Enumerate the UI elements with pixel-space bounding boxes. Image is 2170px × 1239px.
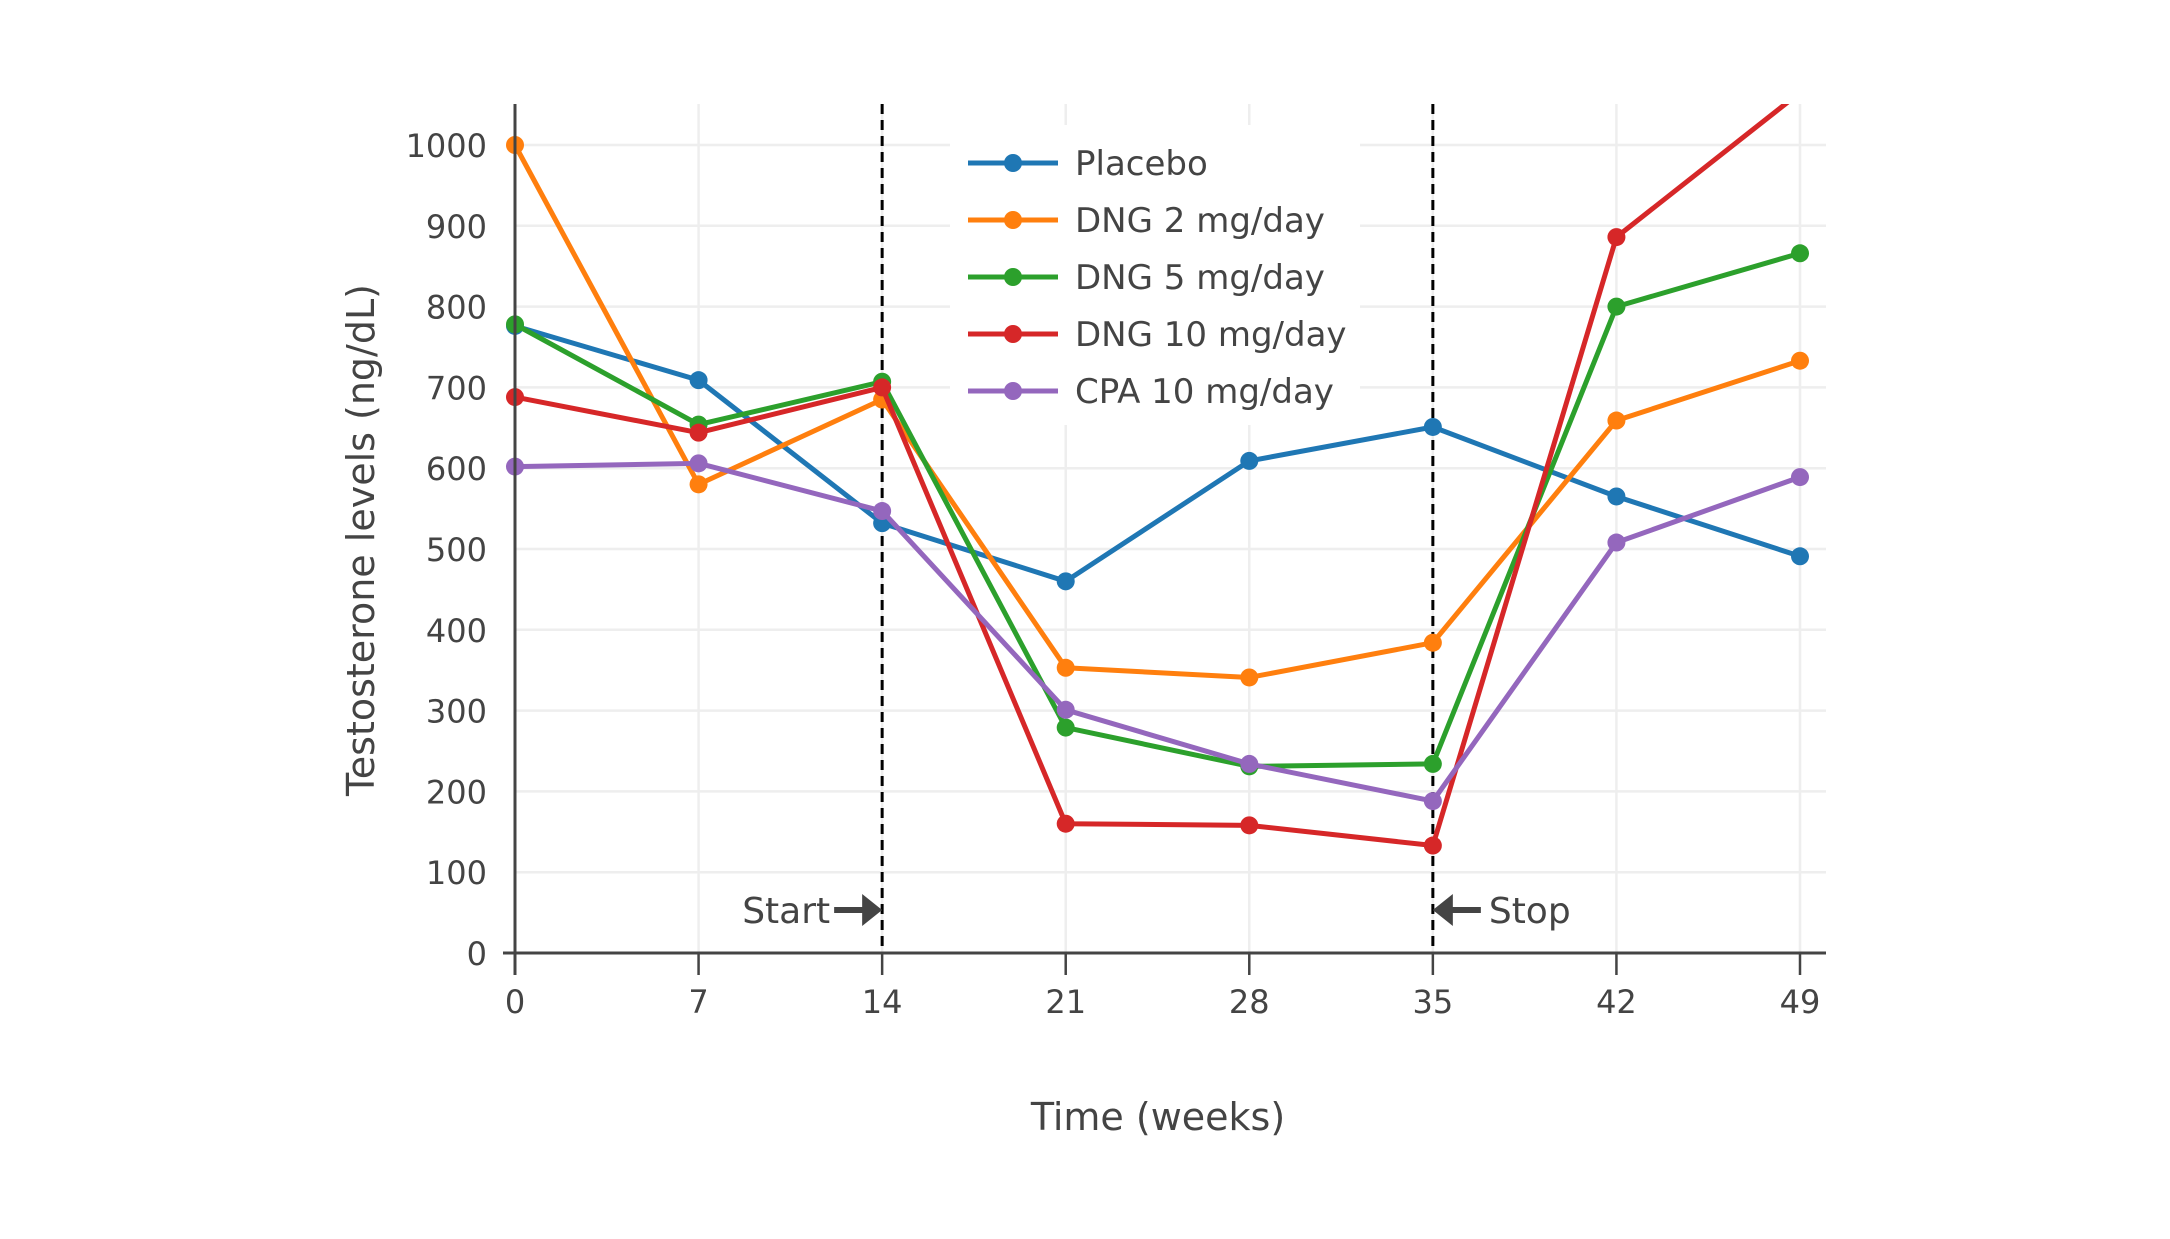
series-line-0 xyxy=(514,323,1801,584)
x-tick-label: 49 xyxy=(1780,983,1821,1021)
data-point xyxy=(1056,572,1075,591)
y-tick-label: 500 xyxy=(426,531,487,569)
series-line-3 xyxy=(514,104,1790,849)
data-point xyxy=(1240,754,1259,773)
data-point xyxy=(1423,836,1442,855)
y-tick-label: 1000 xyxy=(406,127,487,165)
x-tick-label: 21 xyxy=(1045,983,1086,1021)
arrowhead-icon xyxy=(1432,894,1453,926)
data-point xyxy=(1791,547,1809,566)
data-point xyxy=(1607,487,1626,506)
data-point xyxy=(1423,792,1442,811)
data-point xyxy=(689,475,708,494)
data-point xyxy=(873,378,892,397)
legend-label: DNG 2 mg/day xyxy=(1075,201,1325,241)
series-line-2 xyxy=(513,250,1801,769)
legend-item[interactable]: DNG 5 mg/day xyxy=(968,258,1325,298)
data-point xyxy=(1791,468,1809,487)
data-point xyxy=(1056,814,1075,833)
data-point xyxy=(1423,754,1442,773)
legend-item[interactable]: DNG 10 mg/day xyxy=(968,315,1347,355)
y-tick-label: 200 xyxy=(426,773,487,811)
x-tick-label: 42 xyxy=(1596,983,1637,1021)
y-tick-label: 800 xyxy=(426,289,487,327)
legend-item[interactable]: DNG 2 mg/day xyxy=(968,201,1325,241)
data-point xyxy=(1607,297,1626,316)
x-tick-label: 28 xyxy=(1229,983,1270,1021)
y-tick-label: 600 xyxy=(426,450,487,488)
legend-label: Placebo xyxy=(1075,144,1208,184)
legend-label: DNG 5 mg/day xyxy=(1075,258,1325,298)
axes: 0 100 200 300 400 500 600 700 800 900 1000 0 7 14 21 28… xyxy=(406,104,1826,1021)
data-point xyxy=(1240,816,1259,835)
data-point xyxy=(689,454,708,473)
x-tick-label: 7 xyxy=(688,983,708,1021)
x-axis-title: Time (weeks) xyxy=(1030,1095,1285,1139)
y-tick-label: 900 xyxy=(426,208,487,246)
data-point xyxy=(1791,351,1809,370)
x-tick-label: 14 xyxy=(862,983,903,1021)
data-point xyxy=(1056,658,1075,677)
annotation-label: Start xyxy=(742,891,830,932)
data-point xyxy=(689,423,708,442)
legend-marker xyxy=(1004,325,1022,343)
data-point xyxy=(1791,244,1809,263)
legend-marker xyxy=(1004,154,1022,172)
y-tick-label: 700 xyxy=(426,369,487,407)
legend-item[interactable]: Placebo xyxy=(968,144,1208,184)
y-axis-title: Testosterone levels (ng/dL) xyxy=(339,284,383,797)
data-point xyxy=(1607,411,1626,430)
series-line-4 xyxy=(514,460,1801,804)
legend-label: DNG 10 mg/day xyxy=(1075,315,1347,355)
data-point xyxy=(1240,668,1259,687)
x-tick-label: 0 xyxy=(505,983,525,1021)
legend-marker xyxy=(1004,268,1022,286)
data-point xyxy=(1056,700,1075,719)
annotations: Start Stop xyxy=(742,891,1571,932)
data-point xyxy=(1607,228,1626,247)
legend-label: CPA 10 mg/day xyxy=(1075,372,1334,412)
data-point xyxy=(1607,533,1626,552)
y-tick-label: 100 xyxy=(426,854,487,892)
annotation-label: Stop xyxy=(1489,891,1571,932)
legend-marker xyxy=(1004,211,1022,229)
y-tick-label: 0 xyxy=(467,935,487,973)
x-tick-label: 35 xyxy=(1412,983,1453,1021)
data-point xyxy=(873,502,892,521)
y-tick-label: 400 xyxy=(426,612,487,650)
legend-item[interactable]: CPA 10 mg/day xyxy=(968,372,1334,412)
data-point xyxy=(1423,633,1442,652)
series-group xyxy=(506,83,1809,855)
data-point xyxy=(1056,718,1075,737)
data-point xyxy=(1423,417,1442,436)
data-point xyxy=(689,371,708,390)
data-point xyxy=(1240,451,1259,470)
arrowhead-icon xyxy=(862,894,883,926)
legend-marker xyxy=(1004,382,1022,400)
y-tick-label: 300 xyxy=(426,693,487,731)
data-point xyxy=(1791,83,1809,101)
legend: Placebo DNG 2 mg/day DNG 5 mg/day DNG 10 mg… xyxy=(968,144,1347,412)
